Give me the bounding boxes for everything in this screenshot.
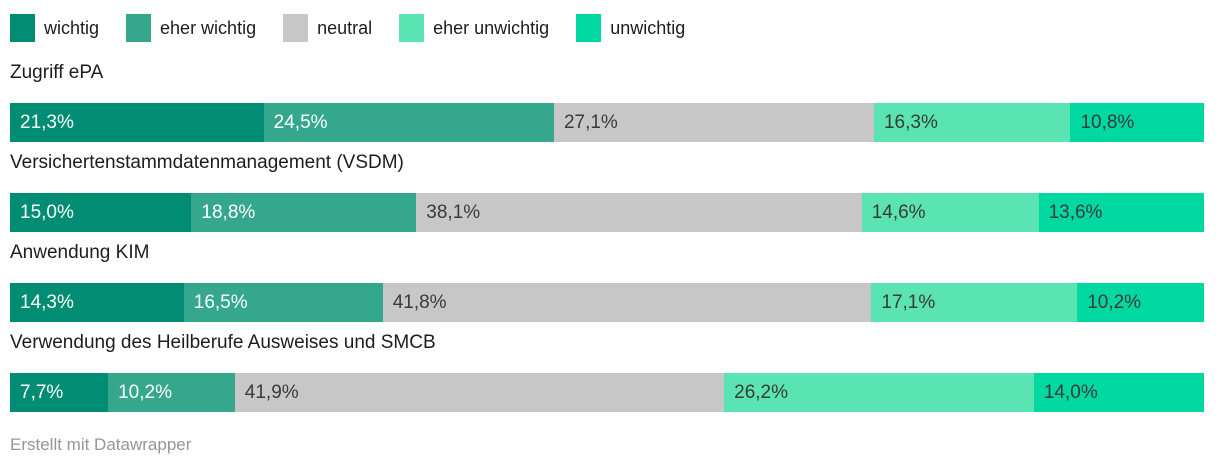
chart-row-versichertenstammdatenmanagement-vsdm-: Versichertenstammdatenmanagement (VSDM) 1… [10, 150, 1204, 232]
category-label: Anwendung KIM [10, 242, 150, 263]
category-label: Verwendung des Heilberufe Ausweises und … [10, 332, 436, 353]
chart-row-anwendung-kim: Anwendung KIM 14,3% 16,5% 41,8% 17,1% 10,2% [10, 240, 1204, 322]
category-label: Zugriff ePA [10, 62, 104, 83]
legend-label: eher wichtig [160, 18, 257, 38]
bar-segment-wichtig: 15,0% [10, 193, 192, 232]
attribution-text: Erstellt mit Datawrapper [10, 435, 192, 454]
bar-segment-unwichtig: 10,8% [1070, 103, 1204, 142]
category-label: Versichertenstammdatenmanagement (VSDM) [10, 152, 404, 173]
bar-segment-neutral: 27,1% [553, 103, 874, 142]
segment-value-label: 14,6% [871, 201, 926, 223]
segment-value-label: 14,0% [1043, 381, 1098, 403]
bar-segment-wichtig: 14,3% [10, 283, 184, 322]
segment-value-label: 10,2% [1087, 291, 1142, 313]
legend-label: neutral [317, 18, 373, 38]
segment-value-label: 21,3% [20, 111, 74, 133]
stacked-bar: 15,0% 18,8% 38,1% 14,6% 13,6% [10, 193, 1204, 232]
bar-segment-unwichtig: 13,6% [1038, 193, 1204, 232]
bar-segment-eher-unwichtig: 26,2% [724, 373, 1034, 412]
segment-value-label: 17,1% [881, 291, 936, 313]
chart-container: wichtig eher wichtig neutral eher unwichtig… [10, 14, 1205, 454]
legend-swatch-eher-unwichtig [399, 14, 425, 42]
legend-item-neutral: neutral [283, 14, 372, 42]
bar-segment-eher-unwichtig: 17,1% [871, 283, 1078, 322]
legend-item-wichtig: wichtig [10, 14, 99, 42]
segment-value-label: 7,7% [20, 381, 64, 403]
stacked-bar: 21,3% 24,5% 27,1% 16,3% 10,8% [10, 103, 1204, 142]
segment-value-label: 13,6% [1048, 201, 1103, 223]
segment-value-label: 18,8% [201, 201, 256, 223]
legend-item-eher-wichtig: eher wichtig [126, 14, 256, 42]
stacked-bar: 14,3% 16,5% 41,8% 17,1% 10,2% [10, 283, 1204, 322]
legend-swatch-wichtig [10, 14, 35, 42]
segment-value-label: 41,8% [392, 291, 447, 313]
bar-segment-neutral: 41,9% [234, 373, 725, 412]
chart-row-verwendung-des-heilberufe-ausweises-und-smcb: Verwendung des Heilberufe Ausweises und … [10, 330, 1205, 412]
bar-segment-wichtig: 21,3% [10, 103, 264, 142]
segment-value-label: 10,2% [118, 381, 172, 403]
chart-row-zugriff-epa: Zugriff ePA 21,3% 24,5% 27,1% 16,3% 10,8% [10, 60, 1204, 142]
bar-segment-neutral: 41,8% [382, 283, 872, 322]
bar-segment-eher-unwichtig: 16,3% [873, 103, 1071, 142]
segment-value-label: 26,2% [734, 381, 788, 403]
segment-value-label: 38,1% [426, 201, 481, 223]
bar-segment-wichtig: 7,7% [10, 373, 109, 412]
bar-segment-neutral: 38,1% [416, 193, 862, 232]
legend-label: unwichtig [610, 18, 686, 38]
stacked-bar: 7,7% 10,2% 41,9% 26,2% 14,0% [10, 373, 1205, 412]
segment-value-label: 16,3% [883, 111, 938, 133]
bar-segment-unwichtig: 10,2% [1077, 283, 1204, 322]
segment-value-label: 14,3% [20, 291, 74, 313]
legend-label: wichtig [44, 18, 100, 38]
legend-item-eher-unwichtig: eher unwichtig [399, 14, 549, 42]
segment-value-label: 41,9% [244, 381, 299, 403]
legend-swatch-neutral [283, 14, 309, 42]
bar-segment-eher-wichtig: 24,5% [263, 103, 554, 142]
bar-segment-unwichtig: 14,0% [1033, 373, 1205, 412]
chart-rows: Zugriff ePA 21,3% 24,5% 27,1% 16,3% 10,8% Vers… [10, 60, 1205, 412]
segment-value-label: 10,8% [1080, 111, 1135, 133]
legend-swatch-eher-wichtig [126, 14, 152, 42]
segment-value-label: 27,1% [563, 111, 618, 133]
bar-segment-eher-unwichtig: 14,6% [861, 193, 1039, 232]
segment-value-label: 15,0% [20, 201, 74, 223]
legend-swatch-unwichtig [576, 14, 602, 42]
bar-segment-eher-wichtig: 18,8% [191, 193, 417, 232]
legend-label: eher unwichtig [433, 18, 550, 38]
segment-value-label: 24,5% [273, 111, 328, 133]
bar-segment-eher-wichtig: 10,2% [108, 373, 235, 412]
segment-value-label: 16,5% [193, 291, 248, 313]
chart-legend: wichtig eher wichtig neutral eher unwichtig… [10, 14, 1204, 42]
legend-item-unwichtig: unwichtig [576, 14, 685, 42]
bar-segment-eher-wichtig: 16,5% [183, 283, 383, 322]
